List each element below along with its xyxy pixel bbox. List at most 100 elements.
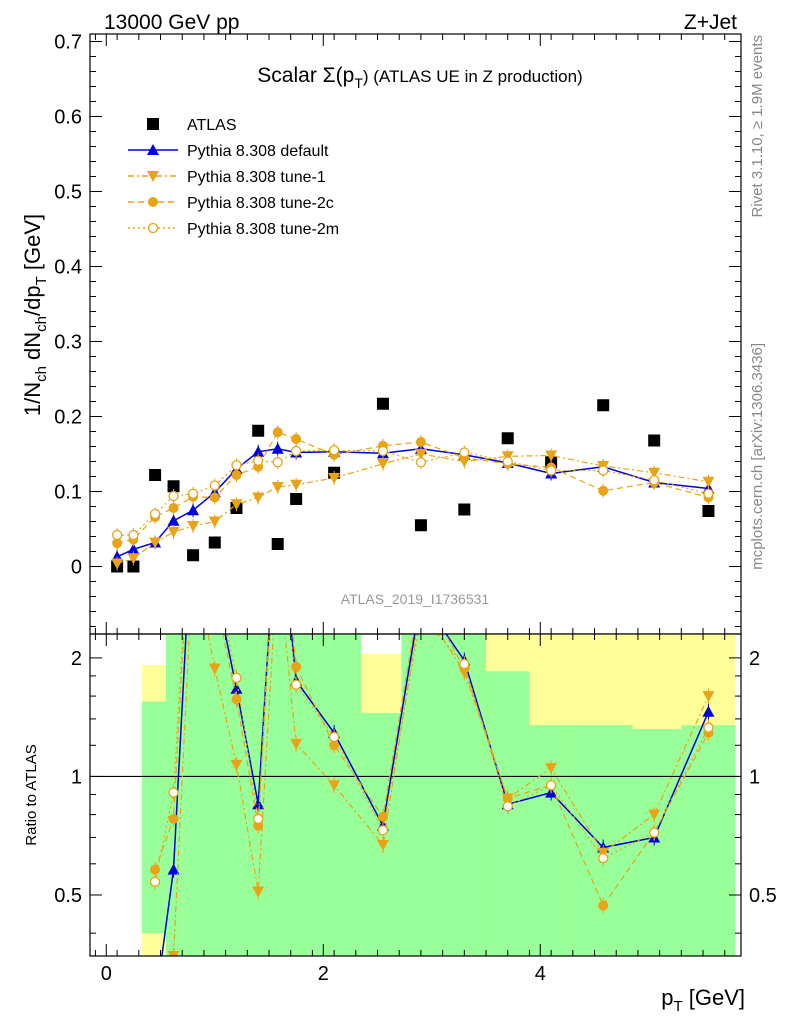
data-point-data <box>290 493 303 505</box>
data-point-tune1 <box>702 476 715 488</box>
series-tune1 <box>111 447 715 571</box>
legend-marker <box>148 197 158 207</box>
ratio-plot-area <box>90 634 741 956</box>
data-point-tune2c <box>231 470 242 480</box>
ratio-y-tick-label-right: 0.5 <box>749 885 777 907</box>
data-point-tune2m <box>231 460 242 471</box>
ratio-y-tick-label-right: 1 <box>749 766 760 788</box>
data-point-tune1 <box>252 492 265 504</box>
y-tick-label: 0.2 <box>54 407 82 429</box>
data-point-data <box>501 432 514 445</box>
ratio-axes: 0.5 0.5 1 1 2 2 0 2 4 <box>54 633 777 985</box>
uncertainty-band-inner <box>572 725 633 956</box>
data-point-tune2m <box>415 457 427 468</box>
data-point-tune1 <box>167 527 180 538</box>
ratio-point-tune1 <box>648 809 661 821</box>
ratio-point-tune2c <box>231 694 242 705</box>
ratio-frame <box>89 633 742 957</box>
uncertainty-band-inner <box>269 634 286 956</box>
data-point-tune2m <box>502 456 513 467</box>
data-point-tune2m <box>290 445 302 457</box>
data-point-tune1 <box>414 449 427 460</box>
legend-label: Pythia 8.308 tune-1 <box>187 169 326 186</box>
data-point-data <box>376 397 389 410</box>
data-point-tune2m <box>459 447 470 458</box>
data-point-tune2c <box>291 434 302 444</box>
ratio-y-tick-label: 1 <box>71 766 82 788</box>
legend-label: Pythia 8.308 tune-2c <box>187 195 334 212</box>
data-point-tune2m <box>187 488 199 499</box>
ratio-point-tune2m <box>253 813 264 825</box>
uncertainty-band-inner <box>285 634 307 956</box>
ratio-point-tune2m <box>598 853 609 864</box>
data-point-tune2c <box>598 485 609 496</box>
data-point-data <box>127 560 140 573</box>
y-tick-label: 0 <box>71 557 82 579</box>
x-tick-label: 4 <box>535 963 546 985</box>
data-point-tune2c <box>209 492 220 503</box>
data-point-data <box>414 519 427 532</box>
data-point-default <box>187 504 200 516</box>
data-point-tune1 <box>127 553 140 565</box>
uncertainty-band-inner <box>203 634 226 956</box>
data-point-data <box>597 399 610 412</box>
legend-label: Pythia 8.308 tune-2m <box>187 221 339 238</box>
data-point-tune2m <box>168 490 179 502</box>
legend-item-tune2m: Pythia 8.308 tune-2m <box>128 221 339 238</box>
data-point-data <box>458 503 471 516</box>
data-point-tune1 <box>187 521 200 532</box>
y-axis-label: 1/Nch dNch/dpT [GeV] <box>20 214 50 416</box>
ratio-y-tick-label: 2 <box>71 648 82 670</box>
ratio-point-tune2m <box>649 827 660 838</box>
y-tick-label: 0.7 <box>54 32 82 54</box>
data-point-tune2m <box>128 529 139 541</box>
x-tick-label: 2 <box>318 963 329 985</box>
x-tick-label: 0 <box>101 963 112 985</box>
data-point-data <box>271 538 284 550</box>
legend-marker <box>147 118 159 130</box>
data-point-tune2m <box>272 457 283 468</box>
legend-item-data: ATLAS <box>147 117 237 134</box>
ratio-point-tune2m <box>502 801 513 812</box>
ratio-point-default <box>167 863 180 875</box>
data-point-data <box>167 480 180 493</box>
legend-item-default: Pythia 8.308 default <box>128 143 329 160</box>
ratio-point-tune2m <box>377 825 389 836</box>
y-tick-label: 0.6 <box>54 107 82 129</box>
data-point-data <box>149 469 162 481</box>
data-point-default <box>167 514 180 526</box>
ratio-point-tune1 <box>252 886 265 898</box>
ratio-series <box>149 634 715 956</box>
main-plot-area <box>111 397 715 573</box>
ratio-point-default <box>702 705 715 717</box>
data-point-tune1 <box>271 482 284 493</box>
legend: ATLAS Pythia 8.308 default Pythia 8.308 tu… <box>128 117 339 238</box>
uncertainty-band-inner <box>681 725 736 956</box>
data-point-data <box>208 536 221 549</box>
ratio-series-tune2m <box>149 634 714 890</box>
uncertainty-band-inner <box>182 634 204 956</box>
data-point-data <box>702 505 715 517</box>
data-point-tune2m <box>598 465 609 476</box>
ratio-point-tune1 <box>167 951 180 956</box>
ratio-point-tune2m <box>328 731 340 743</box>
main-panel: Scalar Σ(pT) (ATLAS UE in Z production) … <box>20 32 742 635</box>
data-point-tune2m <box>328 445 340 456</box>
ratio-point-tune1 <box>702 691 715 703</box>
series-tune2m <box>111 443 714 542</box>
ratio-y-tick-label-right: 2 <box>749 648 760 670</box>
data-point-tune2c <box>112 538 123 549</box>
header-left: 13000 GeV pp <box>104 11 239 34</box>
ratio-point-tune2m <box>149 876 161 887</box>
ratio-point-tune2c <box>377 811 388 822</box>
data-point-default <box>252 445 265 457</box>
legend-item-tune1: Pythia 8.308 tune-1 <box>128 169 326 186</box>
ratio-y-axis-label: Ratio to ATLAS <box>23 744 40 845</box>
y-tick-label: 0.1 <box>54 482 82 504</box>
data-point-tune1 <box>230 499 243 511</box>
series-data <box>111 397 715 573</box>
ratio-point-tune2c <box>291 661 302 672</box>
mcplots-label: mcplots.cern.ch [arXiv:1306.3436] <box>749 343 766 570</box>
y-tick-label: 0.3 <box>54 332 82 354</box>
data-point-tune2m <box>111 529 123 541</box>
